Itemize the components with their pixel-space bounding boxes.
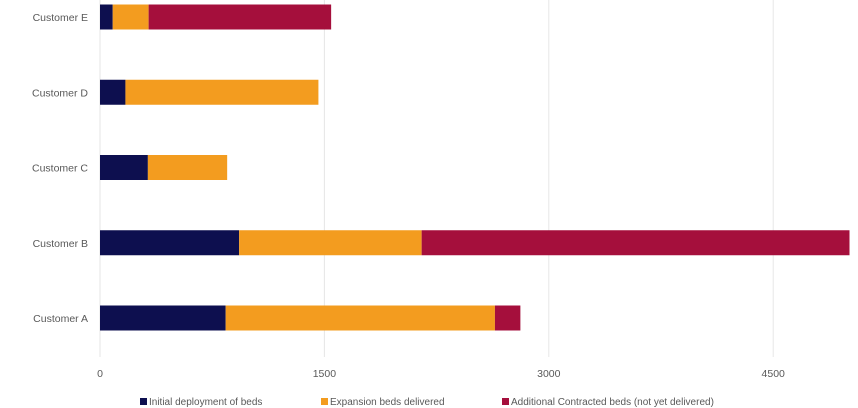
x-tick-label-0: 0 bbox=[97, 368, 103, 380]
bar-customer-d-series-1 bbox=[100, 79, 126, 105]
bar-customer-c-series-2 bbox=[147, 155, 228, 180]
x-tick-label-1500: 1500 bbox=[313, 368, 337, 380]
category-label-customer-e: Customer E bbox=[33, 12, 88, 24]
legend-label-2: Expansion beds delivered bbox=[330, 397, 445, 408]
bar-customer-a-series-1 bbox=[100, 305, 226, 331]
bar-customer-b-series-2 bbox=[239, 230, 422, 256]
category-label-customer-d: Customer D bbox=[32, 87, 88, 99]
category-label-customer-b: Customer B bbox=[33, 238, 88, 250]
bar-customer-a-series-3 bbox=[494, 305, 521, 331]
bar-customer-b-series-3 bbox=[421, 230, 850, 256]
legend-swatch-1 bbox=[140, 398, 147, 405]
legend: Initial deployment of beds Expansion beds… bbox=[140, 397, 714, 408]
bar-customer-d-series-2 bbox=[125, 79, 319, 105]
bar-customer-a-series-2 bbox=[225, 305, 495, 331]
bar-customer-b-series-1 bbox=[100, 230, 240, 256]
legend-label-1: Initial deployment of beds bbox=[149, 397, 262, 408]
x-tick-label-4500: 4500 bbox=[762, 368, 786, 380]
legend-swatch-2 bbox=[321, 398, 328, 405]
category-labels: Customer A Customer B Customer C Customer D… bbox=[32, 12, 88, 325]
legend-swatch-3 bbox=[502, 398, 509, 405]
bars bbox=[100, 4, 850, 331]
category-label-customer-a: Customer A bbox=[33, 313, 88, 325]
bar-customer-e-series-3 bbox=[148, 4, 332, 30]
legend-label-3: Additional Contracted beds (not yet deli… bbox=[511, 397, 714, 408]
x-tick-label-3000: 3000 bbox=[537, 368, 561, 380]
bar-customer-e-series-1 bbox=[100, 4, 113, 30]
bar-customer-c-series-1 bbox=[100, 155, 148, 180]
category-label-customer-c: Customer C bbox=[32, 163, 88, 175]
x-tick-labels: 0 1500 3000 4500 bbox=[97, 368, 785, 380]
bar-customer-e-series-2 bbox=[112, 4, 149, 30]
